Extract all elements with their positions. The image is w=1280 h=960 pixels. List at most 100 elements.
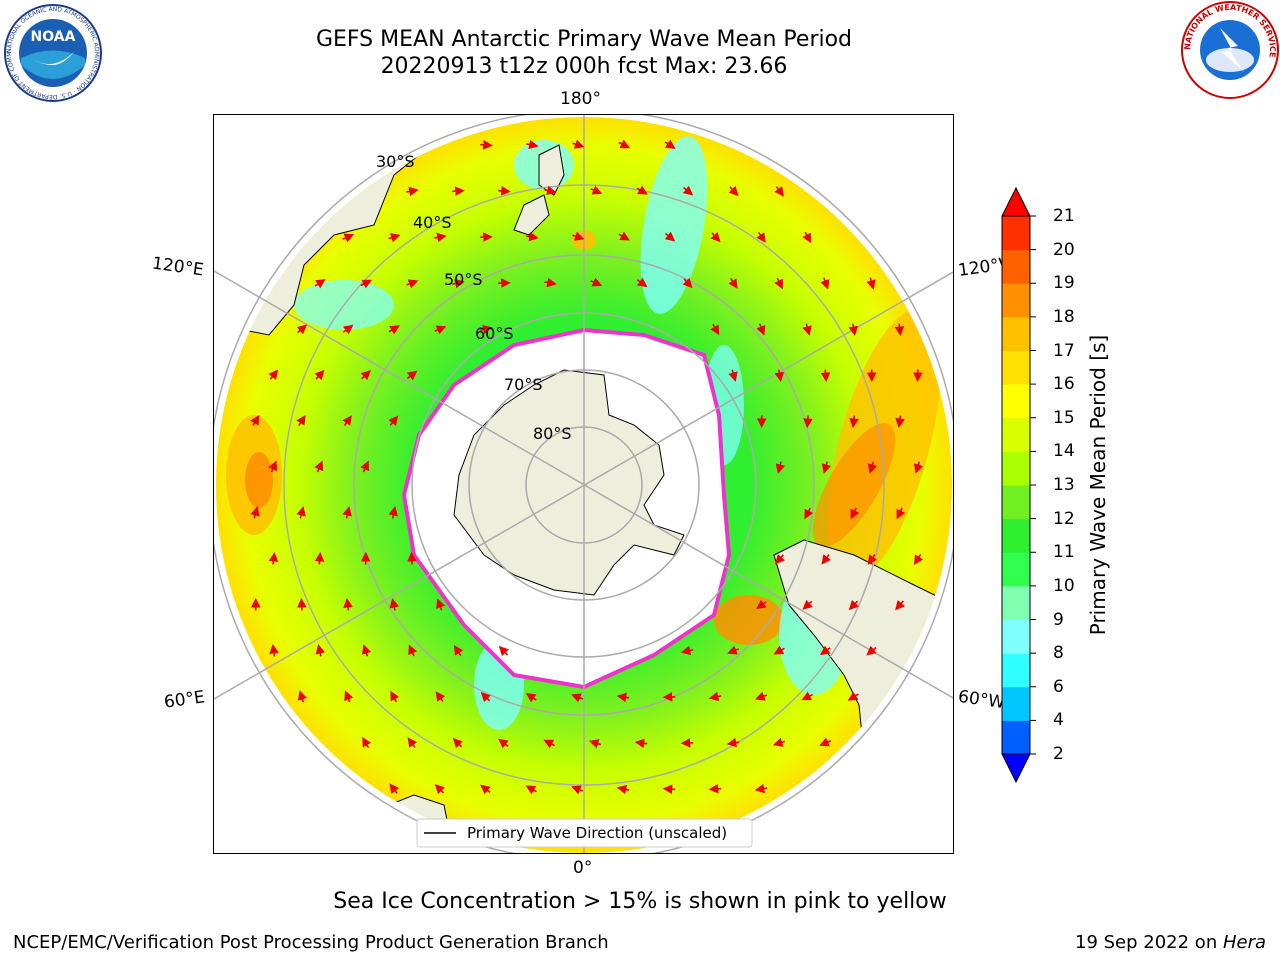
colorbar-tick-label: 19 <box>1053 273 1075 294</box>
lon-label-60e: 60°E <box>162 687 207 713</box>
colorbar-tick-label: 14 <box>1053 441 1075 462</box>
wave-direction-arrow <box>618 231 630 241</box>
wave-direction-arrow <box>728 277 738 289</box>
lon-label-0: 0° <box>573 858 593 878</box>
colorbar-segment <box>1002 316 1030 351</box>
wave-direction-arrow <box>406 279 419 289</box>
wave-direction-arrow <box>361 644 372 657</box>
wave-direction-arrow <box>452 278 465 289</box>
lon-label-120e: 120°E <box>150 253 205 281</box>
wave-direction-arrow <box>866 645 877 656</box>
wave-direction-arrow <box>847 691 859 701</box>
wave-direction-arrow <box>498 738 509 749</box>
wave-direction-arrow <box>314 279 326 289</box>
wave-direction-arrow <box>498 186 511 196</box>
colorbar-segment <box>1002 249 1030 284</box>
wave-direction-arrow <box>250 414 260 427</box>
wave-direction-arrow <box>525 693 537 703</box>
footer-date-text: 19 Sep 2022 on <box>1075 932 1223 953</box>
wave-direction-arrow <box>867 554 878 565</box>
wave-direction-arrow <box>708 784 722 794</box>
wave-direction-arrow <box>773 645 785 655</box>
colorbar-segment <box>1002 350 1030 385</box>
wave-direction-arrow <box>297 690 308 703</box>
wave-direction-arrow <box>801 691 814 701</box>
colorbar-segment <box>1002 417 1030 452</box>
land-antarctica <box>453 369 685 596</box>
wave-direction-arrow <box>571 693 584 703</box>
wave-direction-arrow <box>821 461 832 474</box>
wave-direction-arrow <box>802 323 812 336</box>
polar-map: Primary Wave Direction (unscaled) <box>214 115 953 853</box>
wave-direction-arrow <box>636 185 648 195</box>
colorbar-segment <box>1002 518 1030 553</box>
map-panel: Primary Wave Direction (unscaled) <box>213 114 954 854</box>
wave-direction-arrow <box>452 737 463 749</box>
colorbar-segment <box>1002 485 1030 520</box>
wave-direction-arrow <box>848 599 859 611</box>
wave-direction-arrow <box>360 460 370 473</box>
wave-direction-arrow <box>296 506 306 519</box>
colorbar-segment <box>1002 585 1030 620</box>
wave-direction-arrow <box>388 325 400 335</box>
wave-direction-arrow <box>755 691 768 701</box>
wave-direction-arrow <box>866 277 876 290</box>
wave-direction-arrow <box>296 415 306 427</box>
wave-direction-arrow <box>588 739 602 749</box>
lon-label-180: 180° <box>560 89 601 109</box>
wave-direction-arrow <box>480 691 491 703</box>
wave-direction-arrow <box>406 370 418 381</box>
wave-direction-arrow <box>268 369 279 380</box>
high-period-patch <box>812 423 896 547</box>
wave-direction-arrow <box>314 551 325 565</box>
nws-logo: NATIONAL WEATHER SERVICE <box>1181 1 1279 99</box>
colorbar-tick-label: 10 <box>1053 575 1075 596</box>
wave-direction-arrow <box>895 599 906 611</box>
wave-direction-arrow <box>315 644 325 657</box>
wave-direction-arrow <box>526 139 539 150</box>
footer-credit: NCEP/EMC/Verification Post Processing Pr… <box>13 932 609 953</box>
wave-direction-arrow <box>543 739 555 749</box>
colorbar-segment <box>1002 720 1030 755</box>
colorbar-tick-label: 11 <box>1053 542 1075 563</box>
wave-direction-arrow <box>434 232 447 243</box>
wave-direction-arrow <box>250 506 260 519</box>
wave-direction-arrow <box>708 691 722 702</box>
wave-direction-arrow <box>756 323 766 336</box>
wave-direction-arrow <box>314 460 324 473</box>
map-title: GEFS MEAN Antarctic Primary Wave Mean Pe… <box>315 27 853 52</box>
colorbar-segment <box>1002 283 1030 318</box>
colorbar-extend-max <box>1001 186 1031 217</box>
wave-direction-arrow <box>314 369 325 381</box>
wave-direction-arrow <box>803 415 813 429</box>
wave-direction-arrow <box>435 691 446 702</box>
wave-direction-arrow <box>756 232 766 243</box>
wave-direction-arrow <box>726 737 740 748</box>
wave-direction-arrow <box>590 185 603 195</box>
wave-direction-arrow <box>572 231 585 241</box>
legend: Primary Wave Direction (unscaled) <box>416 818 753 848</box>
lon-label-60w: 60°W <box>956 686 1007 714</box>
wave-arrows <box>250 139 924 841</box>
land-madagascar <box>243 764 300 831</box>
wave-direction-arrow <box>754 783 768 794</box>
wave-direction-arrow <box>480 140 493 150</box>
wave-direction-arrow <box>436 598 446 611</box>
wave-direction-arrow <box>268 460 278 473</box>
wave-direction-arrow <box>389 598 399 611</box>
wave-direction-arrow <box>388 506 398 519</box>
wave-direction-arrow <box>616 692 630 703</box>
wave-direction-arrow <box>453 645 464 657</box>
colorbar-tick-label: 13 <box>1053 475 1075 495</box>
wave-direction-arrow <box>296 324 308 335</box>
lat-label-70s: 70°S <box>504 375 543 394</box>
wave-direction-arrow <box>913 461 924 474</box>
wave-direction-arrow <box>662 784 676 794</box>
wave-direction-arrow <box>544 185 557 196</box>
wave-direction-arrow <box>802 231 812 244</box>
colorbar-segment <box>1002 384 1030 419</box>
colorbar <box>1001 186 1036 784</box>
wave-direction-arrow <box>774 186 784 197</box>
wave-direction-arrow <box>895 415 905 429</box>
wave-direction-arrow <box>343 597 353 611</box>
